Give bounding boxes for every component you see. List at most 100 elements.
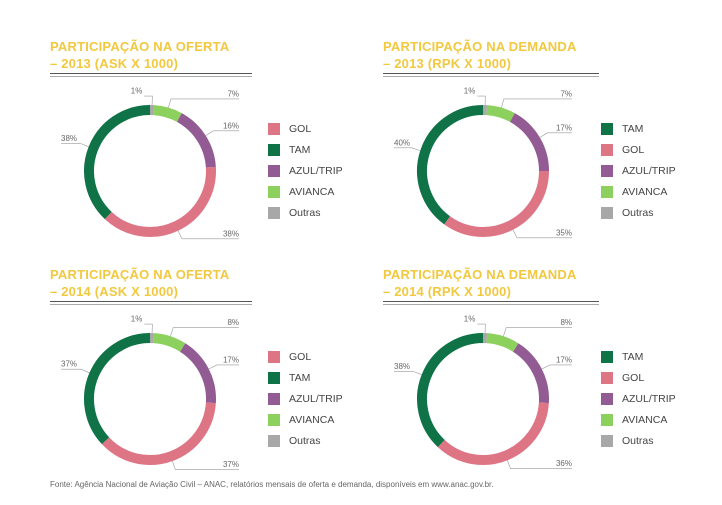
slice-avianca	[486, 333, 519, 352]
leader-line	[503, 327, 572, 337]
legend-swatch	[601, 206, 613, 219]
legend-swatch	[601, 434, 613, 447]
data-label-tam: 37%	[61, 360, 77, 369]
chart-title: PARTICIPAÇÃO NA DEMANDA – 2013 (RPK X 100…	[383, 38, 577, 72]
legend-item-gol: GOL	[601, 367, 676, 388]
legend-item-azul-trip: AZUL/TRIP	[601, 388, 676, 409]
data-label-avianca: 7%	[227, 89, 239, 98]
chart-panel-oferta-2014: PARTICIPAÇÃO NA OFERTA – 2014 (ASK X 1000…	[50, 266, 380, 491]
legend-swatch	[268, 143, 280, 156]
title-underline-secondary	[50, 76, 252, 77]
slice-tam	[84, 333, 151, 445]
legend-item-azul-trip: AZUL/TRIP	[601, 160, 676, 181]
data-label-gol: 35%	[556, 228, 572, 237]
slice-gol	[437, 402, 549, 465]
chart-title-line: PARTICIPAÇÃO NA OFERTA	[50, 267, 230, 282]
leader-line	[144, 323, 153, 334]
data-label-gol: 37%	[223, 460, 239, 469]
legend-item-gol: GOL	[601, 139, 676, 160]
legend-label: Outras	[289, 434, 321, 447]
legend-item-tam: TAM	[601, 346, 676, 367]
legend-swatch	[601, 392, 613, 405]
legend-label: TAM	[289, 143, 311, 156]
chart-panel-demanda-2014: PARTICIPAÇÃO NA DEMANDA – 2014 (RPK X 100…	[383, 266, 713, 491]
slice-tam	[417, 105, 484, 225]
legend-swatch	[268, 413, 280, 426]
legend-swatch	[601, 122, 613, 135]
legend-item-tam: TAM	[601, 118, 676, 139]
data-label-outras: 1%	[131, 315, 143, 324]
slice-azul-trip	[176, 113, 216, 168]
legend-item-tam: TAM	[268, 367, 343, 388]
legend-label: AZUL/TRIP	[622, 164, 676, 177]
legend-swatch	[601, 143, 613, 156]
legend-label: GOL	[622, 371, 645, 384]
leader-line	[507, 460, 572, 470]
legend-item-avianca: AVIANCA	[601, 409, 676, 430]
data-label-outras: 1%	[464, 87, 476, 96]
leader-line	[61, 368, 90, 374]
leader-line	[208, 364, 239, 370]
slice-gol	[101, 402, 216, 465]
data-label-avianca: 8%	[227, 318, 239, 327]
legend-item-outras: Outras	[268, 430, 343, 451]
leader-line	[61, 143, 89, 147]
legend-item-outras: Outras	[601, 430, 676, 451]
legend-label: TAM	[622, 350, 644, 363]
legend-label: GOL	[289, 122, 312, 135]
legend-label: Outras	[622, 206, 654, 219]
legend-swatch	[601, 350, 613, 363]
legend-swatch	[601, 413, 613, 426]
chart-title: PARTICIPAÇÃO NA OFERTA – 2014 (ASK X 1000…	[50, 266, 229, 300]
leader-line	[172, 460, 239, 470]
legend-label: AVIANCA	[622, 185, 668, 198]
legend: GOL TAM AZUL/TRIP AVIANCA Outras	[268, 118, 343, 223]
chart-title: PARTICIPAÇÃO NA OFERTA – 2013 (ASK X 1000…	[50, 38, 229, 72]
data-label-azul-trip: 17%	[556, 355, 572, 364]
legend-swatch	[268, 185, 280, 198]
data-label-avianca: 7%	[560, 89, 572, 98]
leader-line	[394, 147, 421, 151]
legend-swatch	[268, 434, 280, 447]
legend-label: Outras	[622, 434, 654, 447]
legend-label: GOL	[289, 350, 312, 363]
legend-label: AVIANCA	[289, 413, 335, 426]
slice-avianca	[153, 333, 186, 352]
slice-tam	[417, 333, 484, 448]
slice-gol	[444, 170, 549, 237]
data-label-tam: 40%	[394, 138, 410, 147]
data-label-azul-trip: 16%	[223, 121, 239, 130]
legend-swatch	[268, 122, 280, 135]
legend-item-avianca: AVIANCA	[268, 409, 343, 430]
donut-chart: 1% 8% 17% 36% 38%	[394, 315, 572, 470]
data-label-avianca: 8%	[560, 318, 572, 327]
legend-swatch	[268, 350, 280, 363]
data-label-outras: 1%	[464, 315, 476, 324]
leader-line	[168, 98, 239, 108]
legend: TAM GOL AZUL/TRIP AVIANCA Outras	[601, 118, 676, 223]
title-underline	[383, 73, 599, 74]
legend-item-gol: GOL	[268, 118, 343, 139]
leader-line	[177, 230, 239, 240]
legend-swatch	[268, 392, 280, 405]
chart-title-line: – 2014 (ASK X 1000)	[50, 284, 179, 299]
source-note: Fonte: Agência Nacional de Aviação Civil…	[50, 480, 494, 489]
data-label-azul-trip: 17%	[223, 355, 239, 364]
chart-title: PARTICIPAÇÃO NA DEMANDA – 2014 (RPK X 100…	[383, 266, 577, 300]
donut-chart: 1% 8% 17% 37% 37%	[61, 315, 239, 470]
data-label-outras: 1%	[131, 87, 143, 96]
legend-item-azul-trip: AZUL/TRIP	[268, 388, 343, 409]
legend-item-outras: Outras	[268, 202, 343, 223]
legend-item-outras: Outras	[601, 202, 676, 223]
legend-item-gol: GOL	[268, 346, 343, 367]
data-label-tam: 38%	[61, 134, 77, 143]
chart-title-line: PARTICIPAÇÃO NA DEMANDA	[383, 267, 577, 282]
legend-label: TAM	[622, 122, 644, 135]
legend: GOL TAM AZUL/TRIP AVIANCA Outras	[268, 346, 343, 451]
legend-swatch	[601, 371, 613, 384]
donut-chart: 1% 7% 17% 35% 40%	[394, 87, 572, 239]
legend-label: Outras	[289, 206, 321, 219]
leader-line	[477, 95, 486, 106]
legend-item-avianca: AVIANCA	[601, 181, 676, 202]
title-underline-secondary	[383, 304, 599, 305]
